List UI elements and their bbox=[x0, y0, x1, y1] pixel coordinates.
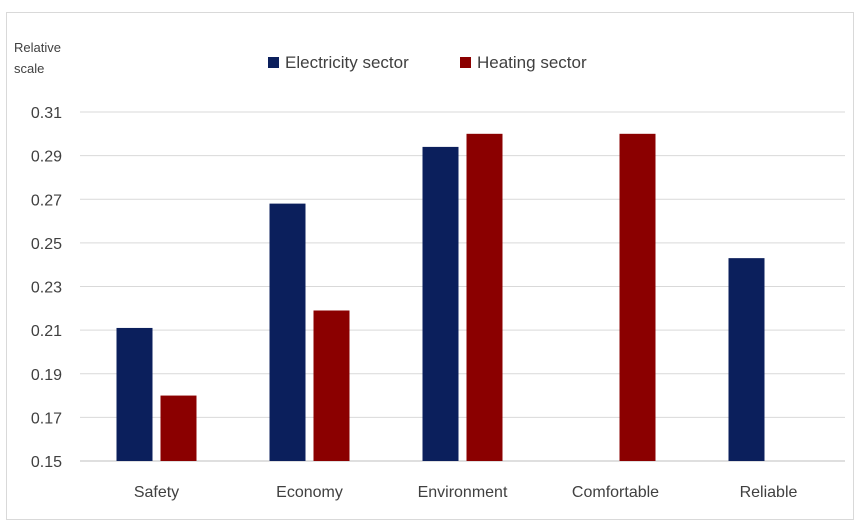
legend-label-heating: Heating sector bbox=[477, 53, 587, 72]
bar-electricity-economy bbox=[269, 203, 306, 462]
x-tick-label: Economy bbox=[276, 484, 343, 501]
y-tick-label: 0.27 bbox=[31, 192, 62, 209]
y-axis-title-line1: Relative bbox=[14, 40, 61, 55]
chart-frame bbox=[6, 12, 854, 520]
bar-heating-economy bbox=[313, 310, 350, 461]
legend: Electricity sector Heating sector bbox=[268, 53, 587, 72]
x-tick-label: Safety bbox=[134, 484, 179, 501]
bar-heating-environment bbox=[466, 133, 503, 461]
y-tick-label: 0.23 bbox=[31, 280, 62, 297]
legend-swatch-heating bbox=[460, 57, 471, 68]
y-tick-label: 0.17 bbox=[31, 410, 62, 427]
bar-electricity-safety bbox=[116, 327, 153, 461]
y-axis-title-line2: scale bbox=[14, 61, 44, 76]
y-tick-label: 0.25 bbox=[31, 236, 62, 253]
legend-label-electricity: Electricity sector bbox=[285, 53, 409, 72]
bar-heating-safety bbox=[160, 395, 197, 461]
bar-heating-comfortable bbox=[619, 133, 656, 461]
y-tick-label: 0.15 bbox=[31, 454, 62, 471]
x-tick-label: Reliable bbox=[740, 484, 798, 501]
y-tick-label: 0.29 bbox=[31, 149, 62, 166]
y-tick-label: 0.31 bbox=[31, 105, 62, 122]
gridlines bbox=[80, 111, 845, 418]
bars bbox=[116, 133, 765, 462]
bar-electricity-reliable bbox=[728, 258, 765, 461]
x-tick-label: Comfortable bbox=[572, 484, 659, 501]
bar-electricity-environment bbox=[422, 146, 459, 461]
tick-labels: 0.15 0.17 0.19 0.21 0.23 0.25 0.27 0.29 0.31 Safe… bbox=[31, 105, 798, 501]
y-tick-label: 0.21 bbox=[31, 323, 62, 340]
x-tick-label: Environment bbox=[418, 484, 508, 501]
y-tick-label: 0.19 bbox=[31, 367, 62, 384]
legend-swatch-electricity bbox=[268, 57, 279, 68]
